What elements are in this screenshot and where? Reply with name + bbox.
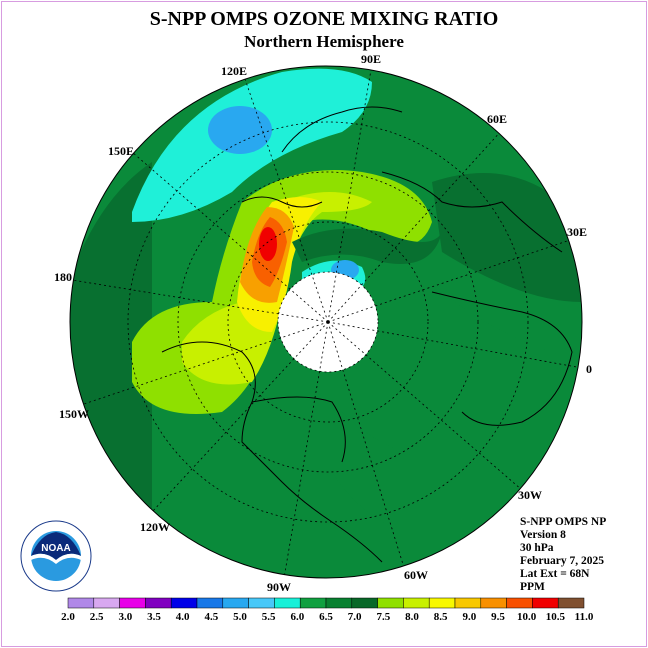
colorbar-tick-label: 4.5	[204, 611, 219, 623]
colorbar-swatch	[403, 597, 430, 609]
map-subtitle: Northern Hemisphere	[244, 32, 404, 51]
colorbar-tick-label: 5.0	[233, 611, 247, 623]
lon-label-150w: 150W	[59, 407, 89, 421]
colorbar-tick-label: 5.5	[261, 611, 276, 623]
colorbar-swatch	[145, 597, 172, 609]
dark-swirl	[292, 228, 442, 264]
lon-label-30e: 30E	[567, 225, 588, 239]
lon-label-60e: 60E	[487, 112, 508, 126]
noaa-logo: NOAA	[20, 520, 92, 592]
info-date: February 7, 2025	[520, 555, 605, 567]
colorbar-tick-label: 2.0	[61, 611, 75, 623]
colorbar-swatch	[222, 597, 249, 609]
colorbar-swatch	[196, 597, 224, 609]
lon-label-90e: 90E	[361, 52, 382, 66]
colorbar-tick-label: 7.0	[347, 611, 362, 623]
colorbar-swatch	[532, 597, 559, 609]
graticule	[71, 66, 582, 578]
lon-label-30w: 30W	[518, 488, 542, 502]
info-level: 30 hPa	[520, 542, 554, 554]
colorbar-swatch	[480, 597, 507, 609]
info-version: Version 8	[520, 529, 566, 541]
colorbar-tick-label: 4.0	[175, 611, 190, 623]
info-units: PPM	[520, 581, 545, 593]
colorbar-swatch	[377, 597, 404, 609]
coastlines	[161, 106, 573, 563]
dark-band-east	[432, 173, 582, 312]
colorbar-swatch	[248, 597, 275, 609]
lon-label-120e: 120E	[221, 64, 248, 78]
info-lat-ext: Lat Ext = 68N	[520, 568, 590, 580]
lon-label-150e: 150E	[108, 144, 135, 158]
colorbar-swatch	[428, 597, 456, 609]
lon-label-120w: 120W	[140, 520, 170, 534]
lon-label-180: 180	[54, 270, 72, 284]
colorbar-swatch	[506, 597, 533, 609]
map-title: S-NPP OMPS OZONE MIXING RATIO	[149, 8, 499, 30]
colorbar-swatch	[119, 597, 146, 609]
colorbar-swatch	[274, 597, 301, 609]
red-maximum	[259, 227, 277, 261]
colorbar-swatch	[325, 597, 353, 609]
map-border	[69, 65, 583, 579]
blue-spot	[208, 106, 272, 154]
lon-label-60w: 60W	[404, 568, 428, 582]
lon-label-0: 0	[586, 362, 592, 376]
mid-band-east	[432, 252, 582, 362]
colorbar-tick-label: 11.0	[574, 611, 594, 623]
colorbar-tick-label: 8.0	[405, 611, 419, 623]
colorbar-tick-label: 2.5	[89, 611, 104, 623]
colorbar-tick-label: 9.5	[491, 611, 505, 623]
colorbar-swatch	[454, 597, 482, 609]
lon-label-90w: 90W	[267, 580, 291, 594]
noaa-logo-text: NOAA	[41, 543, 70, 554]
colorbar-swatch	[67, 597, 95, 609]
colorbar-tick-label: 6.5	[319, 611, 333, 623]
colorbar-swatch	[93, 597, 120, 609]
colorbar-tick-label: 6.0	[290, 611, 305, 623]
colorbar-tick-label: 8.5	[433, 611, 448, 623]
colorbar-swatch	[351, 597, 378, 609]
colorbar-tick-label: 10.5	[545, 611, 565, 623]
colorbar-swatch	[557, 597, 585, 609]
colorbar-swatch	[299, 597, 327, 609]
colorbar-tick-label: 3.0	[118, 611, 133, 623]
colorbar-tick-label: 3.5	[147, 611, 161, 623]
colorbar-swatch	[170, 597, 198, 609]
product-info: S-NPP OMPS NP Version 8 30 hPa February …	[520, 516, 606, 594]
info-product: S-NPP OMPS NP	[520, 516, 607, 528]
colorbar-tick-label: 10.0	[517, 611, 537, 623]
colorbar-tick-label: 9.0	[462, 611, 477, 623]
colorbar-tick-label: 7.5	[376, 611, 391, 623]
